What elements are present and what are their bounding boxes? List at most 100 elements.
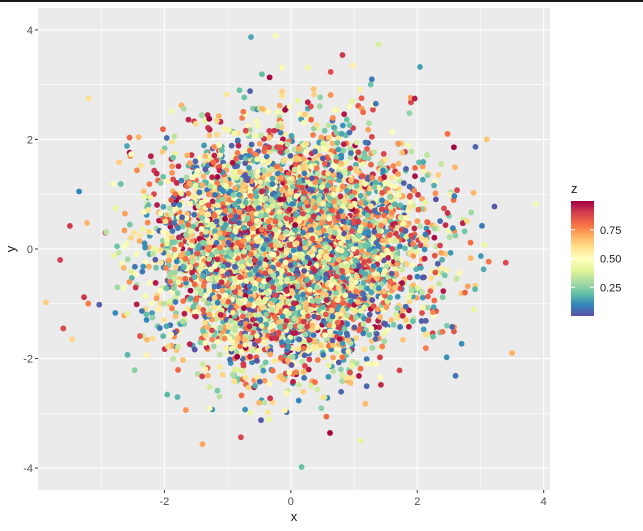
scatter-point [416, 159, 422, 166]
scatter-point [411, 225, 418, 232]
scatter-point [305, 313, 311, 320]
scatter-point [255, 347, 261, 354]
scatter-point [368, 289, 375, 295]
scatter-point [410, 253, 417, 259]
scatter-point [171, 275, 178, 282]
scatter-point [204, 372, 211, 379]
scatter-point [327, 69, 334, 75]
scatter-point [209, 198, 216, 205]
scatter-point [144, 219, 151, 226]
scatter-point [146, 263, 152, 270]
scatter-point [381, 330, 387, 337]
scatter-point [318, 405, 325, 412]
scatter-point [206, 307, 213, 314]
scatter-point [103, 229, 110, 236]
scatter-point [171, 133, 178, 140]
scatter-point [300, 296, 307, 302]
scatter-point [191, 211, 198, 218]
scatter-point [201, 320, 208, 326]
scatter-point [214, 299, 221, 306]
scatter-point [277, 129, 284, 136]
scatter-point [124, 351, 131, 358]
scatter-point [120, 265, 127, 271]
scatter-point [298, 200, 304, 207]
scatter-point [301, 374, 308, 381]
scatter-point [395, 140, 402, 147]
scatter-point [366, 273, 373, 280]
scatter-point [264, 409, 271, 416]
scatter-point [273, 335, 280, 342]
scatter-point [347, 380, 354, 386]
scatter-point [185, 221, 192, 228]
scatter-point [275, 329, 282, 336]
scatter-point [256, 140, 263, 147]
scatter-point [169, 305, 175, 312]
scatter-point [339, 122, 346, 129]
scatter-point [449, 225, 456, 232]
scatter-point [280, 136, 286, 143]
scatter-point [161, 316, 167, 323]
scatter-point [131, 263, 138, 270]
scatter-point [214, 338, 221, 345]
scatter-point [199, 373, 206, 380]
scatter-point [112, 205, 119, 211]
scatter-point [352, 161, 359, 168]
scatter-point [279, 64, 285, 71]
scatter-point [254, 122, 261, 129]
scatter-point [341, 348, 347, 354]
scatter-point [156, 325, 163, 331]
scatter-point [353, 335, 359, 342]
scatter-point [235, 284, 242, 291]
scatter-point [472, 143, 479, 150]
scatter-point [242, 341, 249, 348]
scatter-point [327, 328, 333, 335]
scatter-point [175, 279, 182, 286]
scatter-point [393, 311, 400, 318]
scatter-point [232, 268, 238, 275]
scatter-point [222, 208, 229, 214]
scatter-point [206, 256, 212, 262]
scatter-point [364, 361, 371, 367]
scatter-point [66, 223, 73, 229]
scatter-point [292, 309, 298, 316]
scatter-point [394, 305, 401, 312]
scatter-point [271, 357, 278, 364]
scatter-point [219, 371, 226, 378]
scatter-point [299, 309, 306, 316]
scatter-point [368, 76, 375, 83]
scatter-point [365, 189, 372, 196]
scatter-point [211, 152, 218, 159]
scatter-point [370, 235, 377, 242]
scatter-point [340, 147, 347, 154]
scatter-point [358, 95, 365, 102]
scatter-point [143, 311, 150, 318]
scatter-point [417, 242, 424, 249]
scatter-point [491, 203, 498, 210]
scatter-point [330, 368, 337, 375]
scatter-point [393, 271, 400, 278]
scatter-point [417, 264, 424, 271]
scatter-point [464, 283, 471, 290]
scatter-point [421, 246, 428, 253]
scatter-point [233, 348, 240, 355]
scatter-point [392, 183, 399, 190]
scatter-point [432, 196, 439, 203]
scatter-point [449, 323, 456, 330]
scatter-point [254, 357, 260, 364]
scatter-point [301, 189, 308, 196]
scatter-point [200, 250, 207, 257]
scatter-point [445, 227, 452, 234]
scatter-point [296, 323, 303, 330]
scatter-point [128, 268, 135, 275]
scatter-point [351, 293, 358, 300]
scatter-point [266, 416, 273, 423]
scatter-point [186, 341, 193, 348]
scatter-point [245, 384, 252, 391]
scatter-point [160, 126, 166, 133]
scatter-point [146, 279, 153, 286]
scatter-point [206, 405, 213, 412]
scatter-point [301, 119, 307, 126]
scatter-point [452, 232, 459, 239]
scatter-point [439, 256, 445, 263]
scatter-point [440, 288, 447, 294]
